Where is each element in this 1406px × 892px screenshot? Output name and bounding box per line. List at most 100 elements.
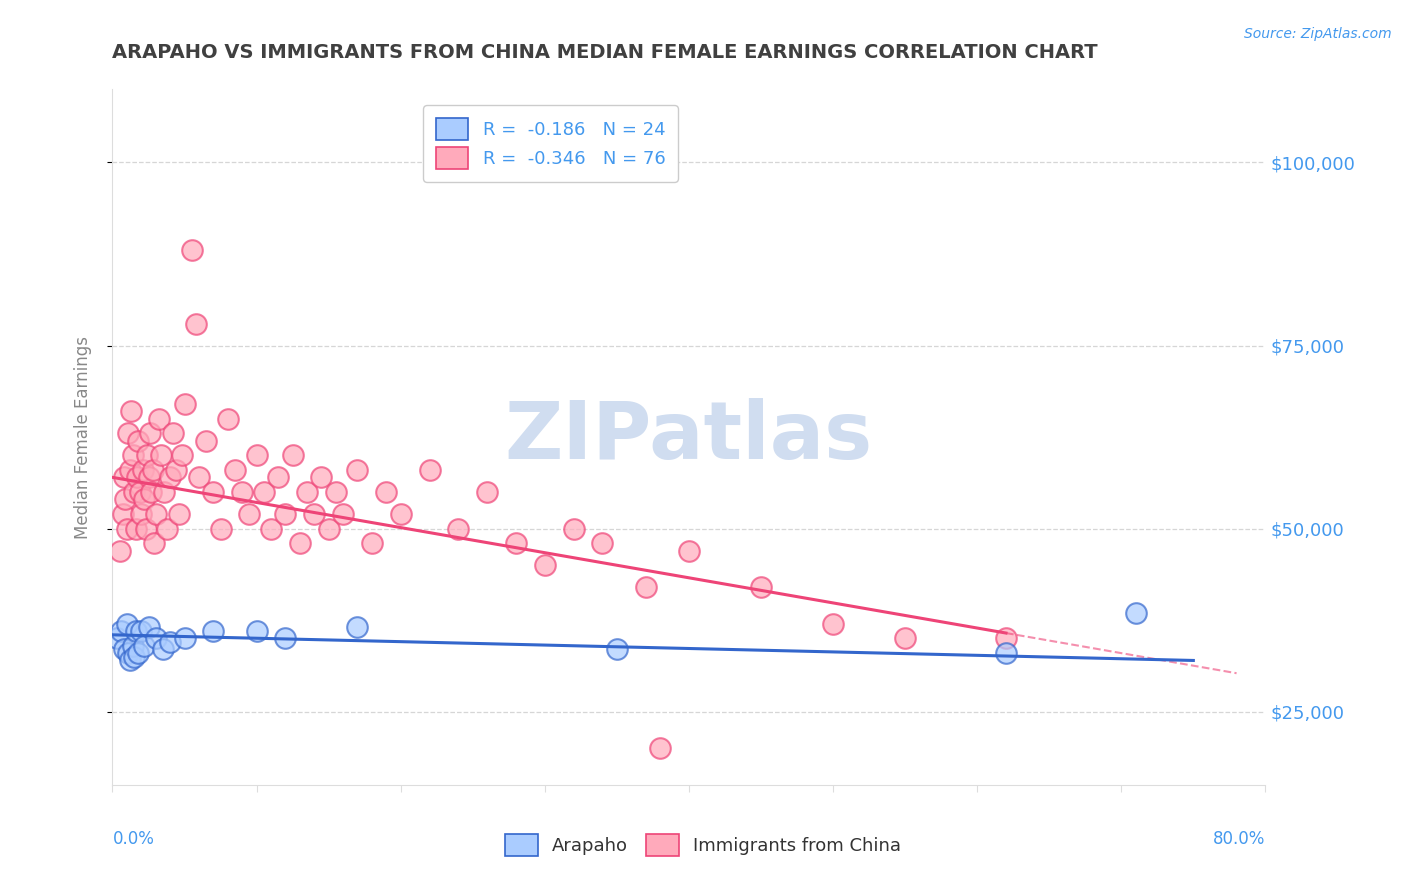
Point <box>132 463 155 477</box>
Point <box>260 522 283 536</box>
Point <box>209 522 232 536</box>
Point <box>145 632 167 646</box>
Point <box>117 426 139 441</box>
Point <box>224 463 246 477</box>
Point <box>267 470 290 484</box>
Point <box>311 470 333 484</box>
Point <box>995 632 1018 646</box>
Point <box>145 507 167 521</box>
Point <box>134 492 156 507</box>
Point <box>281 449 304 463</box>
Point <box>141 485 163 500</box>
Point <box>202 624 225 639</box>
Point <box>118 653 141 667</box>
Point <box>139 426 162 441</box>
Point <box>121 639 143 653</box>
Point <box>108 543 131 558</box>
Point <box>111 507 134 521</box>
Point <box>389 507 412 521</box>
Point <box>304 507 326 521</box>
Point <box>749 580 772 594</box>
Legend: Arapaho, Immigrants from China: Arapaho, Immigrants from China <box>496 825 910 865</box>
Point <box>475 485 498 500</box>
Point <box>332 507 354 521</box>
Point <box>162 426 184 441</box>
Point <box>112 470 135 484</box>
Point <box>129 624 153 639</box>
Point <box>173 632 195 646</box>
Point <box>231 485 253 500</box>
Point <box>136 449 159 463</box>
Point <box>127 434 149 448</box>
Text: ARAPAHO VS IMMIGRANTS FROM CHINA MEDIAN FEMALE EARNINGS CORRELATION CHART: ARAPAHO VS IMMIGRANTS FROM CHINA MEDIAN … <box>112 44 1098 62</box>
Point <box>188 470 211 484</box>
Point <box>217 411 239 425</box>
Point <box>447 522 470 536</box>
Point <box>124 624 146 639</box>
Point <box>195 434 218 448</box>
Point <box>288 536 311 550</box>
Point <box>346 620 368 634</box>
Point <box>121 449 143 463</box>
Point <box>634 580 657 594</box>
Point <box>180 244 202 258</box>
Point <box>159 635 181 649</box>
Point <box>245 624 267 639</box>
Point <box>274 507 297 521</box>
Point <box>156 522 179 536</box>
Point <box>173 397 195 411</box>
Point <box>115 616 138 631</box>
Point <box>274 632 297 646</box>
Text: ZIPatlas: ZIPatlas <box>505 398 873 476</box>
Point <box>129 507 153 521</box>
Point <box>115 522 138 536</box>
Point <box>152 642 174 657</box>
Point <box>138 470 160 484</box>
Point <box>606 642 628 657</box>
Point <box>125 470 148 484</box>
Point <box>360 536 382 550</box>
Point <box>128 485 150 500</box>
Point <box>143 536 166 550</box>
Point <box>118 463 141 477</box>
Point <box>138 620 160 634</box>
Point <box>122 649 145 664</box>
Point <box>153 485 176 500</box>
Text: 80.0%: 80.0% <box>1213 830 1265 847</box>
Point <box>105 632 128 646</box>
Point <box>184 317 207 331</box>
Point <box>135 522 157 536</box>
Point <box>821 616 844 631</box>
Point <box>165 463 187 477</box>
Point <box>995 646 1018 660</box>
Point <box>127 646 149 660</box>
Point <box>295 485 318 500</box>
Point <box>120 404 142 418</box>
Y-axis label: Median Female Earnings: Median Female Earnings <box>73 335 91 539</box>
Point <box>346 463 368 477</box>
Point <box>142 463 165 477</box>
Point <box>562 522 585 536</box>
Point <box>134 639 156 653</box>
Point <box>124 522 146 536</box>
Text: Source: ZipAtlas.com: Source: ZipAtlas.com <box>1244 27 1392 41</box>
Point <box>894 632 917 646</box>
Point <box>318 522 340 536</box>
Point <box>238 507 260 521</box>
Point <box>245 449 267 463</box>
Point <box>325 485 347 500</box>
Point <box>1125 606 1147 620</box>
Legend: R =  -0.186   N = 24, R =  -0.346   N = 76: R = -0.186 N = 24, R = -0.346 N = 76 <box>423 105 678 182</box>
Point <box>112 642 135 657</box>
Point <box>648 741 672 756</box>
Point <box>678 543 700 558</box>
Point <box>148 411 170 425</box>
Point <box>122 485 145 500</box>
Point <box>167 507 190 521</box>
Point <box>170 449 193 463</box>
Point <box>114 492 136 507</box>
Point <box>592 536 614 550</box>
Point <box>117 646 139 660</box>
Point <box>505 536 527 550</box>
Point <box>150 449 173 463</box>
